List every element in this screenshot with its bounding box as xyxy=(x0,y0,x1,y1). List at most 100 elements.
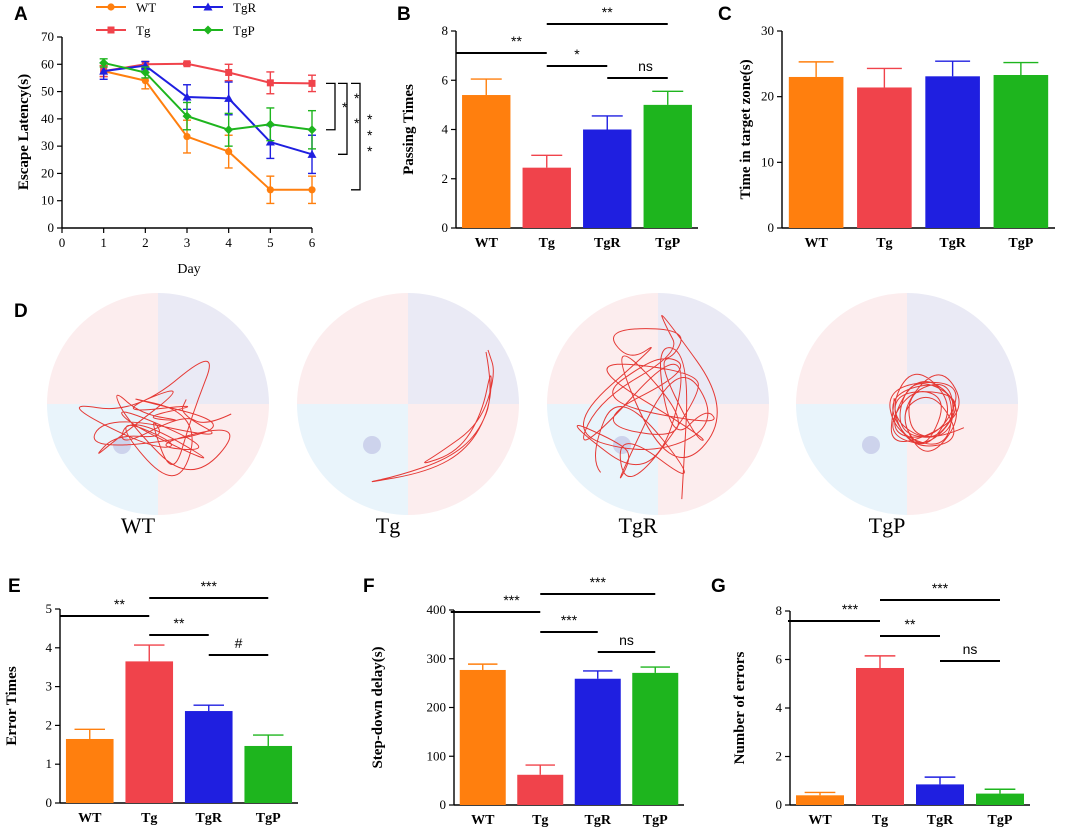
bar-wt xyxy=(788,61,844,228)
y-tick-label: 2 xyxy=(442,171,449,186)
y-tick-label: 20 xyxy=(761,89,774,104)
x-tick-label-a: 6 xyxy=(309,235,316,250)
bar-tgp xyxy=(976,788,1024,805)
category-label: Tg xyxy=(539,236,555,251)
legend-label: Tg xyxy=(136,23,151,38)
pool-1 xyxy=(47,293,269,515)
platform xyxy=(363,436,381,454)
data-point xyxy=(307,149,317,158)
panel-label-f: F xyxy=(363,576,375,597)
legend-marker xyxy=(203,2,213,11)
quadrant-bottom-right xyxy=(658,404,769,515)
platform xyxy=(613,436,631,454)
x-tick-label-a: 4 xyxy=(225,235,232,250)
bar-tgr xyxy=(916,776,964,805)
y-tick-label-a: 70 xyxy=(41,29,54,44)
y-tick-label-a: 50 xyxy=(41,84,54,99)
x-tick-label-a: 3 xyxy=(184,235,191,250)
y-tick-label-a: 40 xyxy=(41,111,54,126)
y-tick-label: 5 xyxy=(46,601,53,616)
category-label: WT xyxy=(471,813,495,828)
x-tick-label-a: 0 xyxy=(59,235,66,250)
swim-track xyxy=(889,373,965,452)
y-axis-label: Passing Times xyxy=(401,84,417,175)
bracket xyxy=(326,82,336,131)
swim-track xyxy=(78,360,232,476)
data-point xyxy=(265,119,275,129)
bar-tgp xyxy=(643,90,692,228)
panel-c: C 0 10 20 30 Time in target zone(s) WT Tg TgR TgP xyxy=(718,4,1055,251)
y-tick-label: 200 xyxy=(427,700,447,715)
category-label: Tg xyxy=(876,236,892,251)
legend-item-tgr: TgR xyxy=(193,0,256,15)
x-tick-label-a: 5 xyxy=(267,235,274,250)
series-line xyxy=(103,64,313,156)
category-label: WT xyxy=(804,236,828,251)
panel-d: D WT Tg TgR TgP xyxy=(14,293,1018,538)
sig-label: ns xyxy=(619,632,634,648)
x-tick-label-a: 2 xyxy=(142,235,149,250)
y-tick-label-a: 10 xyxy=(41,193,54,208)
category-label: WT xyxy=(808,813,832,828)
sig-label: ns xyxy=(963,641,978,657)
sig-label: *** xyxy=(561,612,578,628)
y-tick-label: 4 xyxy=(46,640,53,655)
bar-tgp xyxy=(632,666,679,805)
pool-caption: Tg xyxy=(376,513,400,538)
sig-mark: * xyxy=(367,111,373,127)
y-tick-label: 100 xyxy=(427,748,447,763)
data-point xyxy=(141,77,149,85)
bar xyxy=(856,667,904,805)
swim-track xyxy=(371,349,494,483)
series-tgp xyxy=(99,58,317,150)
data-point xyxy=(99,66,109,75)
bar xyxy=(925,76,980,228)
y-axis-label: Time in target zone(s) xyxy=(738,59,754,199)
series-line xyxy=(103,61,313,131)
legend-label: TgP xyxy=(233,23,255,38)
bar-wt xyxy=(459,663,506,805)
panel-label-b: B xyxy=(397,4,411,25)
data-point xyxy=(266,186,274,194)
category-label: TgP xyxy=(256,811,281,826)
bar-tgp xyxy=(244,734,293,803)
legend-marker xyxy=(203,25,213,35)
bracket xyxy=(338,82,348,155)
bar-tgr xyxy=(184,704,233,803)
quadrant-top-left xyxy=(297,293,408,404)
significance-lines: *** *** *** ns xyxy=(450,574,656,653)
y-tick-label: 4 xyxy=(442,122,449,137)
bar xyxy=(459,669,506,805)
bar xyxy=(857,87,912,229)
quadrant-top-right xyxy=(158,293,269,404)
bar-tg xyxy=(857,67,912,229)
bar-tgr xyxy=(574,670,621,805)
sig-label: ns xyxy=(638,58,653,74)
significance-brackets-a: *** *** xyxy=(326,82,373,191)
quadrant-bottom-left xyxy=(297,404,408,515)
y-tick-label: 4 xyxy=(776,700,783,715)
platform xyxy=(862,436,880,454)
quadrant-top-left xyxy=(47,293,158,404)
legend-item-tgp: TgP xyxy=(193,23,255,38)
significance-lines: *****ns xyxy=(456,4,668,79)
data-point xyxy=(265,137,275,146)
y-tick-label-a: 60 xyxy=(41,56,54,71)
bar-tgr xyxy=(583,115,632,228)
y-tick-label: 30 xyxy=(761,23,774,38)
sig-label: *** xyxy=(842,601,859,617)
bar xyxy=(993,74,1049,228)
bar xyxy=(184,711,233,803)
sig-label: *** xyxy=(201,578,218,594)
category-label: TgP xyxy=(988,813,1013,828)
y-axis-label: Error Times xyxy=(4,666,20,745)
category-label: TgR xyxy=(594,236,621,251)
y-tick-label: 300 xyxy=(427,651,447,666)
x-axis-label-a: Day xyxy=(177,262,200,277)
pool-3 xyxy=(547,293,769,515)
significance-lines: ********ns xyxy=(788,580,1000,662)
data-point xyxy=(266,79,274,87)
sig-label: # xyxy=(235,635,243,651)
